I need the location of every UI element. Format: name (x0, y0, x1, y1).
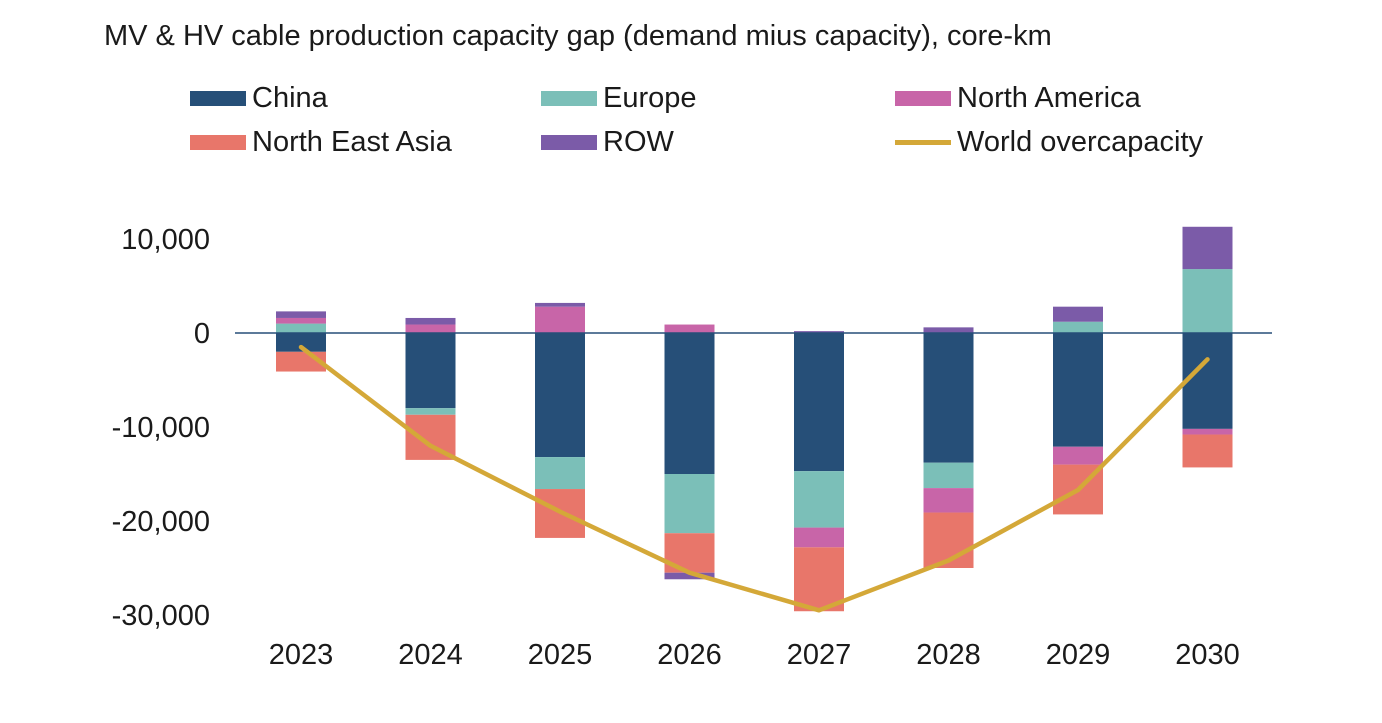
bar-row-2028 (923, 327, 974, 333)
bar-row-2027 (794, 331, 844, 333)
bar-china-2023 (276, 333, 326, 352)
bar-europe-2030 (1182, 269, 1233, 333)
legend-swatch-north-east-asia (190, 135, 246, 150)
legend-item-china: China (190, 82, 328, 115)
legend-label-world-overcapacity: World overcapacity (957, 126, 1204, 158)
legend-label-china: China (252, 82, 328, 114)
x-tick-label: 2027 (787, 639, 852, 671)
bar-europe-2023 (276, 323, 326, 333)
legend-item-europe: Europe (541, 82, 697, 115)
bar-china-2029 (1053, 333, 1103, 447)
legend-item-north-america: North America (895, 82, 1141, 115)
bar-north-america-2026 (664, 324, 715, 333)
bar-europe-2026 (664, 474, 715, 534)
bar-row-2030 (1182, 226, 1233, 270)
bar-europe-2025 (535, 457, 585, 490)
bar-north-east-asia-2030 (1182, 434, 1233, 468)
bar-row-2024 (405, 317, 456, 325)
x-tick-label: 2025 (528, 639, 593, 671)
bar-china-2028 (923, 333, 974, 463)
bar-north-america-2029 (1053, 446, 1103, 465)
bar-north-america-2030 (1182, 428, 1233, 435)
legend-swatch-row (541, 135, 597, 150)
bar-north-east-asia-2027 (794, 547, 844, 612)
legend-item-row: ROW (541, 126, 674, 159)
x-tick-label: 2029 (1046, 639, 1111, 671)
chart-title: MV & HV cable production capacity gap (d… (104, 20, 1052, 52)
bar-row-2026 (664, 572, 715, 580)
bar-europe-2029 (1053, 321, 1103, 333)
bar-europe-2024 (405, 408, 456, 415)
y-tick-label: -10,000 (112, 412, 210, 444)
bar-row-2029 (1053, 306, 1103, 322)
legend-swatch-world-overcapacity (895, 140, 951, 145)
bar-europe-2027 (794, 471, 844, 528)
bar-north-america-2025 (535, 306, 585, 333)
bar-row-2025 (535, 302, 585, 307)
legend-label-europe: Europe (603, 82, 697, 114)
y-tick-label: -20,000 (112, 506, 210, 538)
world-overcapacity-line (298, 344, 1210, 613)
legend-label-north-america: North America (957, 82, 1141, 114)
y-tick-label: 10,000 (121, 224, 210, 256)
bar-china-2024 (405, 333, 456, 409)
legend-swatch-north-america (895, 91, 951, 106)
x-tick-label: 2024 (398, 639, 463, 671)
legend-label-north-east-asia: North East Asia (252, 126, 452, 158)
bar-europe-2028 (923, 462, 974, 489)
bar-row-2023 (276, 311, 326, 318)
bar-north-america-2028 (923, 488, 974, 513)
x-tick-label: 2028 (916, 639, 981, 671)
bar-china-2025 (535, 333, 585, 458)
y-tick-label: -30,000 (112, 600, 210, 632)
x-tick-label: 2023 (269, 639, 334, 671)
y-tick-label: 0 (194, 318, 210, 350)
bar-china-2026 (664, 333, 715, 474)
legend-label-row: ROW (603, 126, 674, 158)
legend-item-world-overcapacity: World overcapacity (895, 126, 1203, 159)
x-tick-label: 2026 (657, 639, 722, 671)
bar-north-america-2024 (405, 324, 456, 333)
legend-item-north-east-asia: North East Asia (190, 126, 452, 159)
bar-china-2027 (794, 333, 844, 472)
legend-swatch-europe (541, 91, 597, 106)
bar-north-america-2023 (276, 317, 326, 324)
bar-north-america-2027 (794, 527, 844, 548)
bar-china-2030 (1182, 333, 1233, 429)
x-tick-label: 2030 (1175, 639, 1240, 671)
legend-swatch-china (190, 91, 246, 106)
